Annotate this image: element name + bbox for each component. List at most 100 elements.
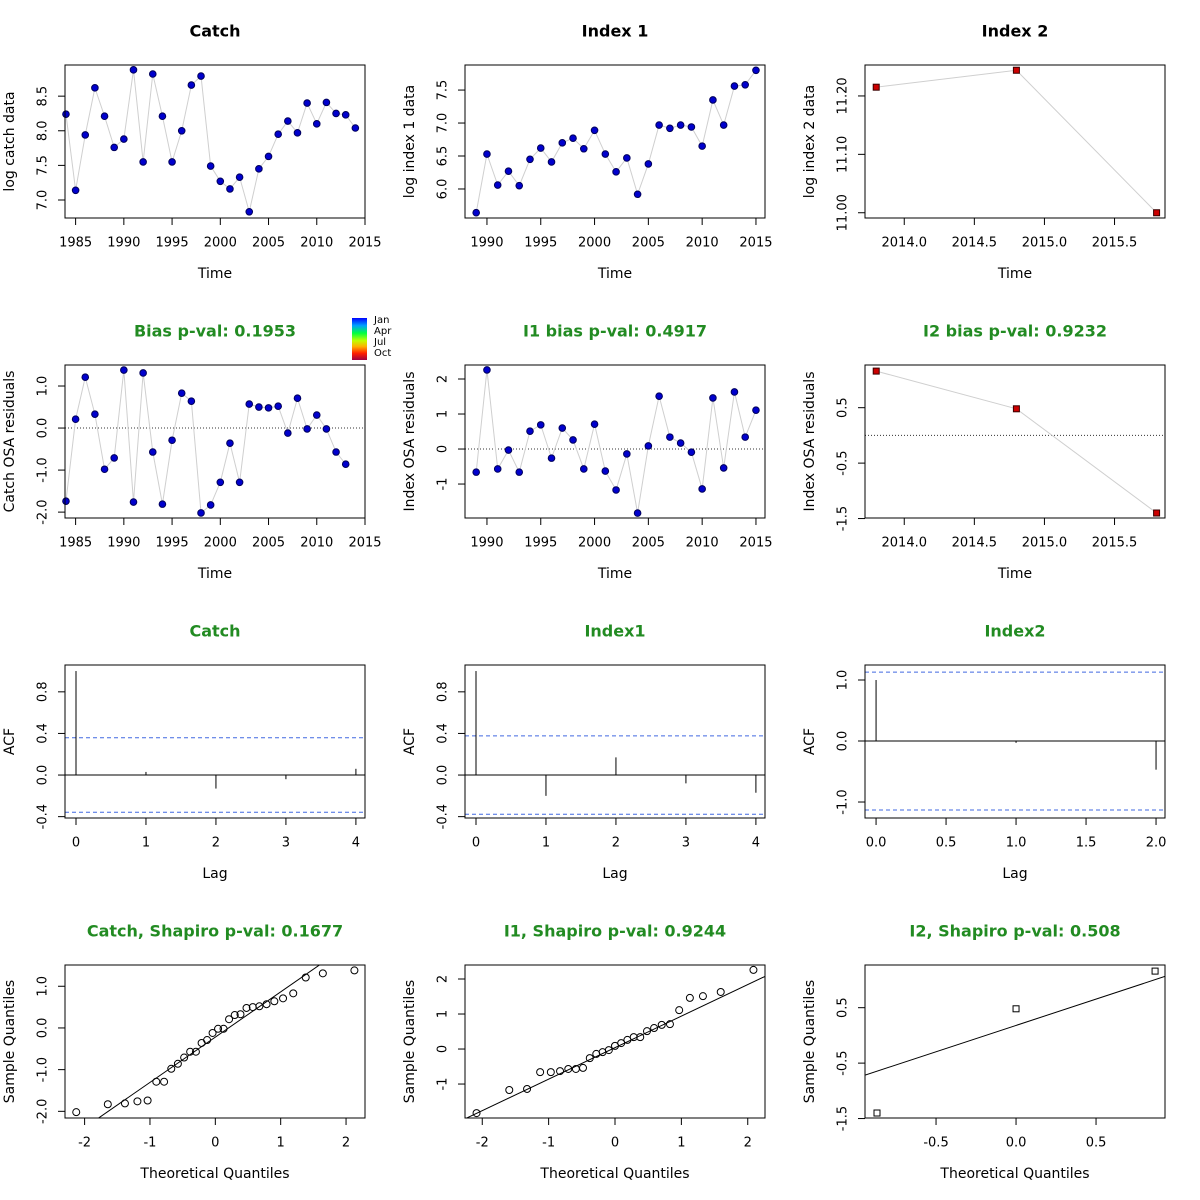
y-tick-label: -0.5 xyxy=(836,1050,851,1075)
panel-title: I1, Shapiro p-val: 0.9244 xyxy=(504,922,726,941)
data-point xyxy=(187,397,196,405)
qq-point xyxy=(203,1036,212,1045)
qq-point xyxy=(505,1085,514,1094)
x-axis-label: Time xyxy=(197,566,232,582)
y-axis-label: Sample Quantiles xyxy=(2,980,18,1103)
panel-title: Index2 xyxy=(984,622,1045,641)
plot-area xyxy=(865,975,1165,1076)
qq-point xyxy=(604,1046,613,1055)
panel: Catch Time log catch data 1985 1990 1995 2000 2… xyxy=(2,22,382,283)
y-tick-label: -1 xyxy=(436,1078,451,1091)
data-point xyxy=(483,150,491,158)
panel: I2 bias p-val: 0.9232 Time Index OSA resid… xyxy=(802,322,1166,582)
x-tick-label: 2014.0 xyxy=(882,536,928,551)
x-tick-label: 1990 xyxy=(470,536,503,551)
y-tick-label: -1.5 xyxy=(836,506,851,531)
data-point xyxy=(1153,509,1161,517)
y-tick-label: 8.5 xyxy=(36,86,51,107)
data-point xyxy=(235,478,244,487)
panel-title: Catch xyxy=(189,22,240,41)
x-tick-label: 2014.0 xyxy=(882,236,928,251)
qq-line xyxy=(465,975,765,1118)
x-tick-label: 1990 xyxy=(107,536,140,551)
data-point xyxy=(235,173,244,181)
data-point xyxy=(71,415,80,424)
y-tick-label: -2.0 xyxy=(36,1099,51,1124)
x-tick-label: 2010 xyxy=(686,236,719,251)
x-tick-label: 2000 xyxy=(578,236,611,251)
y-axis-label: ACF xyxy=(802,728,818,755)
y-tick-label: 0.4 xyxy=(436,723,451,744)
data-point xyxy=(666,433,674,441)
x-axis-label: Time xyxy=(997,266,1032,282)
data-point xyxy=(601,467,610,475)
y-axis-label: log index 1 data xyxy=(402,85,418,198)
data-point xyxy=(719,464,728,472)
plot-frame xyxy=(464,664,766,819)
x-tick-label: 4 xyxy=(352,836,360,851)
y-tick-label: 11.00 xyxy=(836,194,851,231)
x-tick-label: 0.0 xyxy=(866,836,887,851)
x-tick-label: 1.5 xyxy=(1076,836,1097,851)
x-axis-label: Theoretical Quantiles xyxy=(139,1166,289,1182)
data-point xyxy=(255,165,263,173)
data-point xyxy=(110,143,118,152)
plot-frame xyxy=(864,664,1166,819)
x-tick-label: 2000 xyxy=(204,236,237,251)
x-tick-label: 1 xyxy=(142,836,150,851)
data-point xyxy=(666,124,674,133)
data-point xyxy=(139,369,147,377)
y-tick-label: 8.0 xyxy=(36,120,51,141)
x-tick-label: 2015 xyxy=(739,536,772,551)
x-tick-label: 0 xyxy=(472,836,480,851)
series-line xyxy=(475,69,757,213)
qq-point xyxy=(230,1011,239,1020)
y-tick-label: 7.0 xyxy=(436,113,451,134)
data-point xyxy=(698,142,706,150)
data-point xyxy=(719,121,728,129)
y-tick-label: 0.0 xyxy=(36,418,51,439)
data-point xyxy=(322,425,331,433)
x-tick-label: 2015.5 xyxy=(1092,236,1138,251)
y-axis-label: ACF xyxy=(402,728,418,755)
data-point xyxy=(91,410,99,418)
data-point xyxy=(1153,209,1161,217)
data-point xyxy=(536,144,545,152)
data-point xyxy=(293,129,302,137)
data-point xyxy=(752,66,760,75)
qq-point xyxy=(665,1020,674,1029)
data-point xyxy=(148,448,157,456)
qq-point xyxy=(350,966,359,975)
data-point xyxy=(579,465,588,473)
x-tick-label: 2010 xyxy=(300,236,333,251)
data-point xyxy=(264,404,273,412)
data-point xyxy=(332,448,340,456)
data-point xyxy=(341,460,350,468)
x-tick-label: 1985 xyxy=(59,236,92,251)
qq-point xyxy=(675,1006,684,1015)
data-point xyxy=(569,436,577,444)
data-point xyxy=(633,509,642,517)
x-tick-label: 2015.5 xyxy=(1092,536,1138,551)
plot-frame xyxy=(464,964,766,1119)
qq-point xyxy=(103,1100,112,1109)
data-point xyxy=(206,162,215,170)
data-point xyxy=(139,158,147,166)
qq-point xyxy=(1151,967,1159,975)
data-point xyxy=(158,500,167,508)
data-point xyxy=(177,126,186,135)
y-axis-label: Sample Quantiles xyxy=(802,980,818,1103)
y-tick-label: 1 xyxy=(436,410,451,418)
data-point xyxy=(526,427,534,435)
y-axis-label: log index 2 data xyxy=(802,85,818,198)
x-tick-label: 0.0 xyxy=(1006,1136,1027,1151)
y-tick-label: -0.4 xyxy=(436,804,451,829)
x-axis-label: Lag xyxy=(602,866,627,882)
qq-point xyxy=(120,1099,129,1108)
data-point xyxy=(71,186,80,195)
data-point xyxy=(472,208,480,217)
y-tick-label: -0.4 xyxy=(36,804,51,829)
qq-point xyxy=(262,1000,271,1009)
data-point xyxy=(100,112,109,121)
x-tick-label: 3 xyxy=(682,836,690,851)
